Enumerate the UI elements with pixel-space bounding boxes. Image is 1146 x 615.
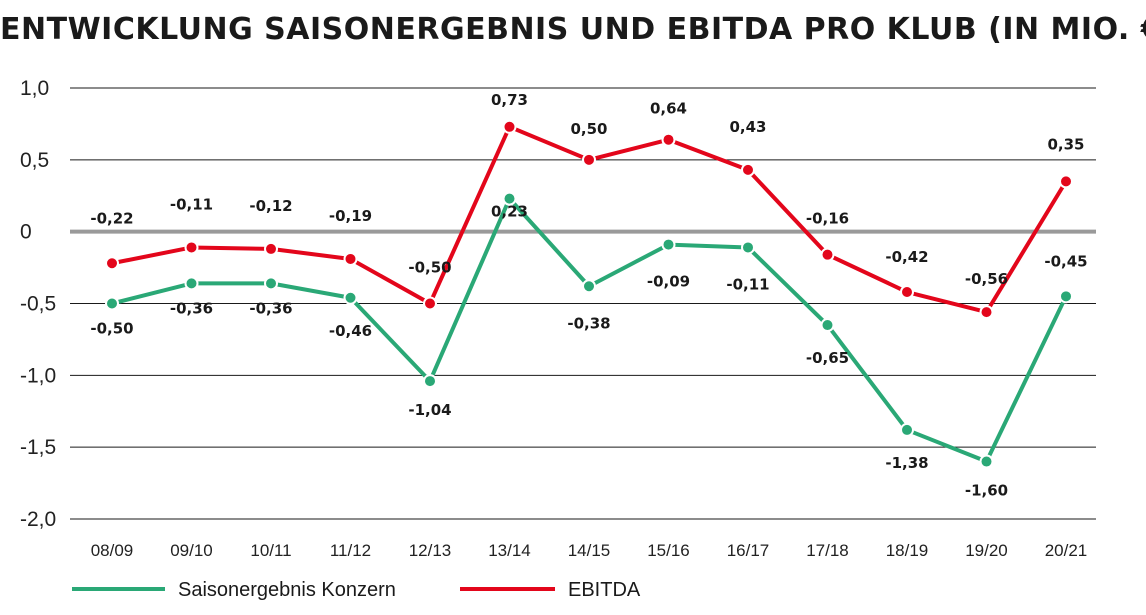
x-tick-label: 12/13	[409, 541, 452, 560]
data-point-saisonergebnis	[1059, 289, 1073, 304]
x-tick-label: 11/12	[330, 541, 371, 560]
data-point-ebitda	[1059, 174, 1073, 189]
x-tick-label: 17/18	[806, 541, 849, 560]
data-label-saisonergebnis: -0,46	[329, 322, 372, 340]
data-point-saisonergebnis	[741, 240, 755, 255]
data-label-saisonergebnis: -1,60	[965, 482, 1008, 500]
data-label-ebitda: -0,42	[885, 248, 928, 266]
data-point-ebitda	[820, 247, 835, 262]
data-point-ebitda	[582, 152, 596, 167]
data-point-ebitda	[343, 251, 358, 266]
y-axis-ticks: 1,0 0,5 0 -0,5 -1,0 -1,5 -2,0	[20, 77, 56, 531]
data-label-ebitda: -0,16	[806, 210, 849, 228]
data-label-saisonergebnis: -0,45	[1044, 252, 1087, 270]
data-labels: -0,50 -0,36 -0,36 -0,46 -1,04 0,23 -0,38 -0,09 -…	[90, 91, 1087, 500]
data-label-ebitda: -0,11	[170, 195, 213, 213]
data-label-ebitda: -0,12	[249, 197, 292, 215]
x-tick-label: 09/10	[170, 541, 213, 560]
data-point-ebitda	[741, 162, 755, 177]
x-tick-label: 14/15	[568, 541, 611, 560]
data-label-ebitda: -0,22	[90, 209, 133, 227]
data-label-ebitda: 0,35	[1047, 135, 1084, 153]
x-tick-label: 08/09	[91, 541, 134, 560]
data-point-saisonergebnis	[820, 318, 835, 333]
data-label-ebitda: 0,43	[729, 118, 766, 136]
data-point-saisonergebnis	[979, 454, 994, 469]
data-label-saisonergebnis: -0,65	[806, 349, 849, 367]
data-label-saisonergebnis: -0,36	[249, 299, 292, 317]
y-tick-label: -1,0	[20, 364, 56, 387]
x-tick-label: 19/20	[965, 541, 1008, 560]
data-label-saisonergebnis: 0,23	[491, 203, 528, 221]
y-tick-label: 0	[20, 221, 32, 244]
data-label-ebitda: 0,73	[491, 91, 528, 109]
data-label-saisonergebnis: -0,11	[726, 275, 769, 293]
data-point-ebitda	[502, 119, 517, 134]
x-tick-label: 10/11	[250, 541, 291, 560]
y-tick-label: -2,0	[20, 508, 56, 531]
data-point-saisonergebnis	[343, 290, 358, 305]
chart-title: ENTWICKLUNG SAISONERGEBNIS UND EBITDA PR…	[0, 12, 1146, 47]
data-point-ebitda	[979, 305, 994, 320]
legend: Saisonergebnis Konzern EBITDA	[72, 579, 641, 601]
legend-label-saisonergebnis: Saisonergebnis Konzern	[178, 579, 396, 601]
data-point-saisonergebnis	[184, 276, 199, 291]
data-label-ebitda: 0,64	[650, 100, 687, 118]
y-tick-label: 1,0	[20, 77, 49, 100]
x-axis-ticks: 08/09 09/10 10/11 11/12 12/13 13/14 14/15 15/16…	[91, 541, 1088, 560]
y-tick-label: -1,5	[20, 436, 56, 459]
data-label-ebitda: -0,50	[408, 259, 451, 277]
legend-label-ebitda: EBITDA	[568, 579, 641, 601]
data-point-saisonergebnis	[502, 191, 517, 206]
data-label-ebitda: -0,56	[965, 270, 1008, 288]
data-label-saisonergebnis: -0,09	[647, 273, 690, 291]
y-tick-label: -0,5	[20, 293, 56, 316]
x-tick-label: 20/21	[1045, 541, 1088, 560]
x-tick-label: 16/17	[727, 541, 770, 560]
data-label-saisonergebnis: -1,38	[885, 454, 928, 472]
data-point-ebitda	[184, 240, 199, 255]
data-point-ebitda	[264, 241, 278, 256]
data-point-saisonergebnis	[264, 276, 278, 291]
data-point-saisonergebnis	[661, 237, 676, 252]
data-point-ebitda	[423, 296, 437, 311]
data-point-ebitda	[900, 285, 914, 300]
data-label-saisonergebnis: -0,38	[567, 314, 610, 332]
data-point-saisonergebnis	[423, 374, 437, 389]
data-point-ebitda	[661, 132, 676, 147]
data-point-ebitda	[105, 256, 119, 271]
data-label-saisonergebnis: -0,36	[170, 299, 213, 317]
y-tick-label: 0,5	[20, 149, 49, 172]
series-layer	[105, 119, 1073, 469]
x-tick-label: 15/16	[647, 541, 690, 560]
data-label-saisonergebnis: -0,50	[90, 320, 133, 338]
data-point-saisonergebnis	[900, 422, 914, 437]
grid-layer	[70, 87, 1096, 520]
data-label-ebitda: 0,50	[570, 120, 607, 138]
data-label-ebitda: -0,19	[329, 207, 372, 225]
data-point-saisonergebnis	[105, 296, 119, 311]
x-tick-label: 13/14	[488, 541, 531, 560]
data-label-saisonergebnis: -1,04	[408, 401, 451, 419]
x-tick-label: 18/19	[886, 541, 929, 560]
data-point-saisonergebnis	[582, 279, 596, 294]
